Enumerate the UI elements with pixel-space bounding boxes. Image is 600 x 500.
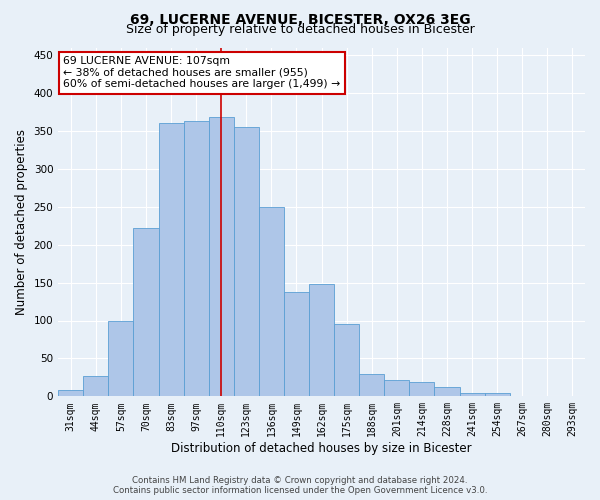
Bar [385, 380, 409, 396]
Bar [209, 118, 234, 396]
Bar [158, 124, 184, 396]
Bar [133, 228, 158, 396]
Bar [485, 394, 510, 396]
X-axis label: Distribution of detached houses by size in Bicester: Distribution of detached houses by size … [171, 442, 472, 455]
Bar [259, 207, 284, 396]
Y-axis label: Number of detached properties: Number of detached properties [15, 129, 28, 315]
Bar [359, 374, 385, 396]
Bar [284, 292, 309, 397]
Bar [409, 382, 434, 396]
Bar [234, 127, 259, 396]
Bar [434, 387, 460, 396]
Text: 69, LUCERNE AVENUE, BICESTER, OX26 3EG: 69, LUCERNE AVENUE, BICESTER, OX26 3EG [130, 12, 470, 26]
Bar [309, 284, 334, 397]
Bar [83, 376, 109, 396]
Bar [58, 390, 83, 396]
Text: Contains HM Land Registry data © Crown copyright and database right 2024.
Contai: Contains HM Land Registry data © Crown c… [113, 476, 487, 495]
Bar [109, 322, 133, 396]
Bar [460, 392, 485, 396]
Text: Size of property relative to detached houses in Bicester: Size of property relative to detached ho… [125, 22, 475, 36]
Bar [334, 324, 359, 396]
Text: 69 LUCERNE AVENUE: 107sqm
← 38% of detached houses are smaller (955)
60% of semi: 69 LUCERNE AVENUE: 107sqm ← 38% of detac… [64, 56, 341, 90]
Bar [184, 121, 209, 396]
